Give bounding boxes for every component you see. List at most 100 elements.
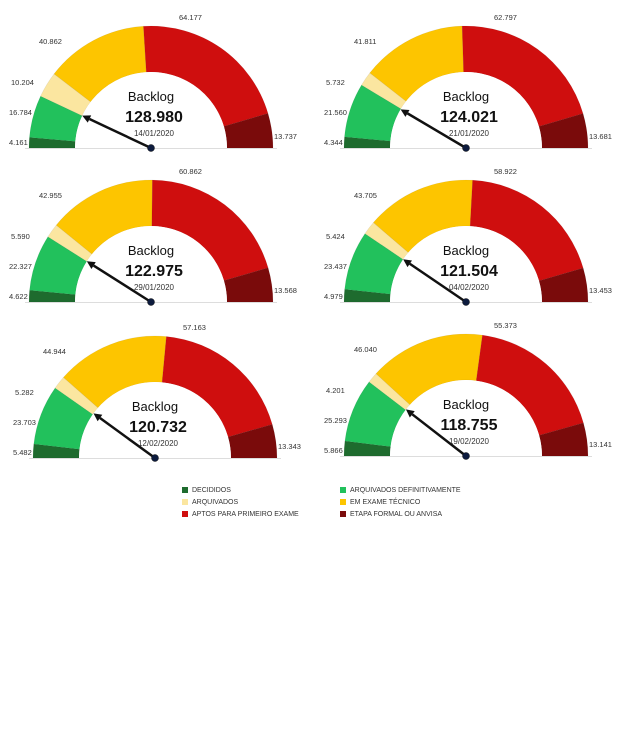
gauge-title: Backlog: [132, 399, 178, 414]
legend-item: EM EXAME TÉCNICO: [340, 496, 420, 508]
gauge-segment-aptos-para-primeiro-exame: [469, 179, 584, 282]
segment-value-label: 41.811: [354, 37, 376, 46]
segment-value-label: 13.737: [274, 132, 297, 141]
gauge-needle-head: [82, 115, 92, 123]
gauge-needle: [406, 112, 467, 150]
legend-label: ARQUIVADOS: [192, 498, 239, 506]
gauge-needle-head: [86, 261, 96, 269]
gauge-date: 29/01/2020: [134, 283, 175, 292]
segment-value-label: 55.373: [494, 321, 517, 330]
gauge-title: Backlog: [128, 89, 174, 104]
gauge-3: 4.622 22.327 5.590 42.955 60.862 13.568 Backlo…: [9, 167, 297, 306]
legend-item: ARQUIVADOS DEFINITIVAMENTE: [340, 484, 461, 496]
segment-value-label: 5.282: [15, 388, 34, 397]
legend-label: EM EXAME TÉCNICO: [350, 498, 421, 506]
gauge-needle-hub: [147, 298, 155, 306]
segment-value-label: 16.784: [9, 108, 32, 117]
legend-swatch: [182, 499, 188, 505]
segment-value-label: 25.293: [324, 416, 347, 425]
gauge-needle-head: [400, 109, 410, 117]
segment-value-label: 46.040: [354, 345, 377, 354]
gauge-title: Backlog: [443, 397, 489, 412]
gauge-date: 19/02/2020: [449, 437, 490, 446]
segment-value-label: 13.343: [278, 442, 301, 451]
legend-label: DECIDIDOS: [192, 486, 231, 494]
segment-value-label: 4.161: [9, 138, 28, 147]
gauge-4: 4.979 23.437 5.424 43.705 58.922 13.453 Backlo…: [324, 167, 612, 306]
segment-value-label: 21.560: [324, 108, 347, 117]
legend-swatch: [182, 511, 188, 517]
gauge-needle-hub: [151, 454, 159, 462]
segment-value-label: 60.862: [179, 167, 202, 176]
gauge-grid: 4.161 16.784 10.204 40.862 64.177 13.737 Backl…: [9, 13, 612, 462]
legend-item: APTOS PARA PRIMEIRO EXAME: [182, 508, 299, 520]
gauge-needle-head: [403, 259, 413, 268]
gauge-value: 122.975: [125, 263, 183, 280]
legend-item: ETAPA FORMAL OU ANVISA: [340, 508, 442, 520]
gauge-value: 128.980: [125, 109, 183, 126]
segment-value-label: 4.622: [9, 292, 28, 301]
gauge-value: 124.021: [440, 109, 498, 126]
segment-value-label: 57.163: [183, 323, 206, 332]
gauge-1: 4.161 16.784 10.204 40.862 64.177 13.737 Backl…: [9, 13, 297, 152]
legend-swatch: [340, 499, 346, 505]
segment-value-label: 62.797: [494, 13, 517, 22]
gauge-needle: [411, 413, 467, 457]
legend-swatch: [340, 511, 346, 517]
legend-item: ARQUIVADOS: [182, 496, 238, 508]
gauge-needle-hub: [462, 452, 470, 460]
gauge-5: 5.482 23.703 5.282 44.944 57.163 13.343 Backlo…: [13, 323, 301, 462]
legend-label: APTOS PARA PRIMEIRO EXAME: [192, 510, 299, 518]
legend-item: DECIDIDOS: [182, 484, 231, 496]
gauge-inner: [390, 226, 542, 302]
segment-value-label: 5.424: [326, 232, 345, 241]
gauge-needle-hub: [462, 144, 470, 152]
segment-value-label: 58.922: [494, 167, 517, 176]
gauge-inner: [390, 380, 542, 456]
gauge-date: 21/01/2020: [449, 129, 490, 138]
gauge-value: 121.504: [440, 263, 498, 280]
segment-value-label: 5.866: [324, 446, 343, 455]
gauge-title: Backlog: [128, 243, 174, 258]
segment-value-label: 13.681: [589, 132, 612, 141]
segment-value-label: 40.862: [39, 37, 62, 46]
segment-value-label: 4.201: [326, 386, 345, 395]
segment-value-label: 44.944: [43, 347, 66, 356]
segment-value-label: 4.979: [324, 292, 343, 301]
gauge-needle-head: [93, 413, 103, 422]
segment-value-label: 43.705: [354, 191, 377, 200]
gauge-date: 04/02/2020: [449, 283, 490, 292]
legend-label: ARQUIVADOS DEFINITIVAMENTE: [350, 486, 461, 494]
segment-value-label: 13.568: [274, 286, 297, 295]
legend-swatch: [182, 487, 188, 493]
segment-value-label: 5.732: [326, 78, 345, 87]
segment-value-label: 13.453: [589, 286, 612, 295]
gauge-2: 4.344 21.560 5.732 41.811 62.797 13.681 Backlo…: [324, 13, 612, 152]
gauge-value: 118.755: [441, 417, 498, 434]
gauge-6: 5.866 25.293 4.201 46.040 55.373 13.141 Backlo…: [324, 321, 612, 460]
gauge-needle-head: [405, 409, 415, 418]
gauge-title: Backlog: [443, 243, 489, 258]
gauge-needle: [88, 117, 152, 150]
gauge-needle: [99, 417, 156, 460]
segment-value-label: 4.344: [324, 138, 343, 147]
legend-swatch: [340, 487, 346, 493]
gauge-title: Backlog: [443, 89, 489, 104]
gauge-date: 14/01/2020: [134, 129, 175, 138]
gauge-value: 120.732: [129, 419, 187, 436]
gauge-needle-hub: [462, 298, 470, 306]
segment-value-label: 23.437: [324, 262, 347, 271]
gauge-needle: [92, 264, 152, 304]
segment-value-label: 42.955: [39, 191, 62, 200]
legend-label: ETAPA FORMAL OU ANVISA: [350, 510, 443, 518]
gauge-inner: [75, 226, 227, 302]
segment-value-label: 13.141: [589, 440, 612, 449]
gauge-needle-hub: [147, 144, 155, 152]
segment-value-label: 23.703: [13, 418, 36, 427]
gauge-inner: [79, 382, 231, 458]
segment-value-label: 10.204: [11, 78, 34, 87]
gauge-needle: [409, 262, 467, 304]
gauge-inner: [390, 72, 542, 148]
gauge-date: 12/02/2020: [138, 439, 179, 448]
segment-value-label: 5.590: [11, 232, 30, 241]
